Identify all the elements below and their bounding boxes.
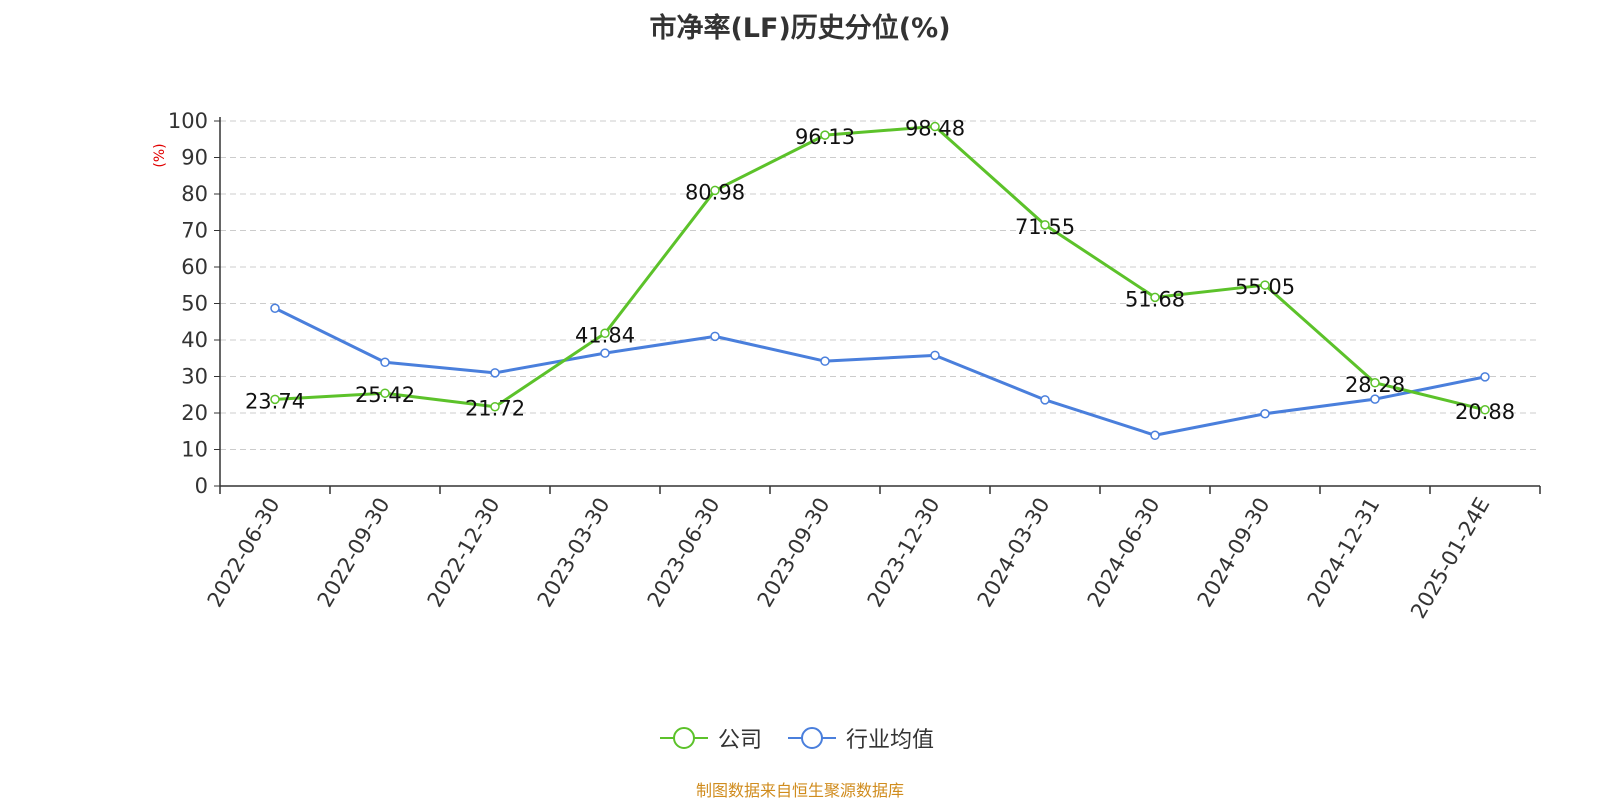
x-tick-label: 2023-09-30 <box>753 494 835 612</box>
data-point[interactable] <box>1040 395 1050 405</box>
x-tick-label: 2024-09-30 <box>1193 494 1275 612</box>
legend-industry-line-icon <box>788 727 836 749</box>
x-tick-label: 2024-06-30 <box>1083 494 1165 612</box>
series-line-0 <box>274 125 1486 412</box>
data-point[interactable] <box>1480 405 1490 415</box>
legend-company-line-icon <box>660 727 708 749</box>
data-label: 21.72 <box>465 397 525 421</box>
data-source-note: 制图数据来自恒生聚源数据库 <box>695 781 904 800</box>
data-point[interactable] <box>490 401 500 412</box>
data-point[interactable] <box>1370 378 1380 388</box>
data-point[interactable] <box>930 350 940 361</box>
x-tick-label: 2022-12-30 <box>423 494 505 612</box>
data-label: 20.88 <box>1455 400 1515 424</box>
data-point[interactable] <box>930 121 940 132</box>
data-label: 80.98 <box>685 180 745 204</box>
y-tick-label: 90 <box>181 146 208 170</box>
y-tick-label: 10 <box>181 438 208 462</box>
data-label: 96.13 <box>795 125 855 149</box>
y-axis-title: (%) <box>152 143 168 167</box>
data-label: 51.68 <box>1125 287 1185 311</box>
data-point[interactable] <box>1260 408 1270 419</box>
data-point[interactable] <box>1150 292 1160 303</box>
data-point[interactable] <box>820 130 830 140</box>
data-point[interactable] <box>1260 280 1270 290</box>
y-tick-label: 70 <box>181 219 208 243</box>
data-label: 28.28 <box>1345 373 1405 397</box>
data-point[interactable] <box>490 368 500 378</box>
y-tick-label: 30 <box>181 365 208 389</box>
data-point[interactable] <box>820 356 830 366</box>
y-tick-label: 40 <box>181 328 208 352</box>
y-tick-label: 80 <box>181 182 208 206</box>
data-label: 71.55 <box>1015 215 1075 239</box>
grid-lines <box>220 120 1540 450</box>
x-tick-label: 2024-03-30 <box>973 494 1055 612</box>
data-point[interactable] <box>710 185 720 196</box>
x-tick-label: 2023-12-30 <box>863 494 945 612</box>
data-point[interactable] <box>1480 372 1490 382</box>
x-tick-label: 2024-12-31 <box>1303 494 1385 612</box>
y-tick-label: 20 <box>181 401 208 425</box>
series <box>270 121 1490 441</box>
y-tick-label: 60 <box>181 255 208 279</box>
y-tick-label: 100 <box>168 109 208 133</box>
y-tick-label: 0 <box>195 474 208 498</box>
data-point[interactable] <box>600 328 610 339</box>
x-tick-label: 2025-01-24E <box>1406 494 1494 623</box>
axes: 0 10 20 30 40 50 60 70 80 90 100(%) 2022-06-30 2022-… <box>152 109 1541 623</box>
x-tick-label: 2022-09-30 <box>313 494 395 612</box>
data-point[interactable] <box>380 357 390 368</box>
data-label: 23.74 <box>245 389 305 413</box>
legend-company-label: 公司 <box>718 728 763 753</box>
data-label: 41.84 <box>575 323 635 347</box>
x-tick-label: 2023-06-30 <box>643 494 725 612</box>
data-label: 25.42 <box>355 383 415 407</box>
x-tick-label: 2022-06-30 <box>203 494 285 612</box>
series-line-1 <box>274 306 1486 437</box>
y-tick-label: 50 <box>181 292 208 316</box>
legend-item-industry-average[interactable]: 行业均值 <box>788 723 934 753</box>
chart-title: 市净率(LF)历史分位(%) <box>649 13 951 44</box>
data-point[interactable] <box>600 348 610 358</box>
data-point[interactable] <box>270 394 280 405</box>
data-label: 55.05 <box>1235 275 1295 299</box>
legend-item-company[interactable]: 公司 <box>660 723 762 753</box>
data-point[interactable] <box>380 388 390 398</box>
data-point[interactable] <box>1040 220 1050 230</box>
data-point[interactable] <box>270 303 280 313</box>
legend-industry-label: 行业均值 <box>846 728 935 753</box>
data-labels: 23.74 25.42 21.72 41.84 80.98 96.13 98.48 71.55… <box>245 117 1515 424</box>
data-point[interactable] <box>1370 394 1380 404</box>
data-label: 98.48 <box>905 117 965 141</box>
data-point[interactable] <box>710 331 720 342</box>
data-point[interactable] <box>1150 430 1160 441</box>
x-tick-label: 2023-03-30 <box>533 494 615 612</box>
